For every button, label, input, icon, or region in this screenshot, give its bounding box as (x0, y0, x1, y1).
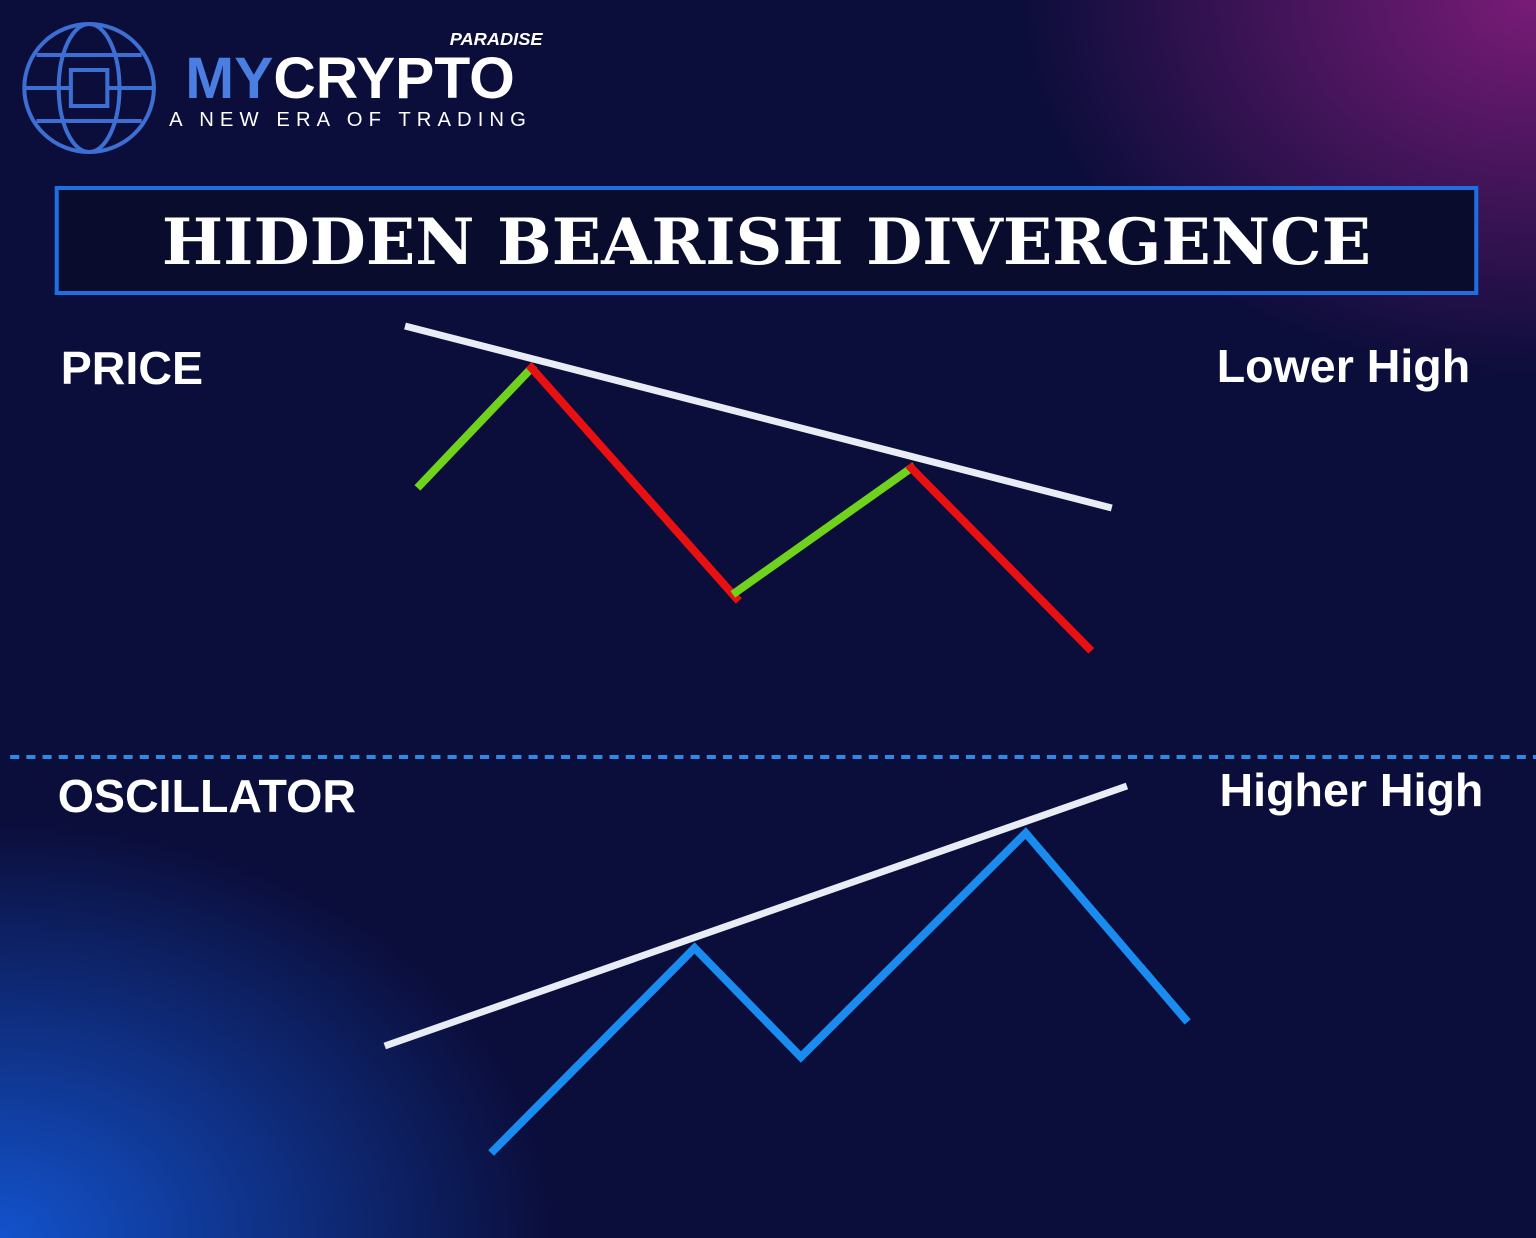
price-annotation: Lower High (1217, 340, 1470, 392)
logo-brand: MYCRYPTO (185, 46, 515, 111)
oscillator-annotation: Higher High (1220, 764, 1484, 816)
up-leg (730, 462, 917, 598)
title: HIDDEN BEARISH DIVERGENCE (162, 205, 1371, 280)
title-box (54, 186, 1479, 295)
logo-tagline: A NEW ERA OF TRADING (169, 109, 532, 131)
oscillator-label: OSCILLATOR (58, 770, 356, 822)
logo-brand-second: CRYPTO (273, 46, 514, 111)
price-line (414, 362, 1095, 654)
trend-line (383, 782, 1129, 1050)
logo-brand-first: MY (185, 46, 273, 111)
oscillator-line (488, 827, 1191, 1156)
logo-globe (22, 22, 156, 154)
logo-tag: PARADISE (450, 29, 544, 49)
up-leg (414, 362, 538, 491)
price-label: PRICE (61, 342, 203, 394)
down-leg (905, 462, 1095, 654)
trend-line (404, 322, 1113, 512)
down-leg (525, 362, 742, 604)
